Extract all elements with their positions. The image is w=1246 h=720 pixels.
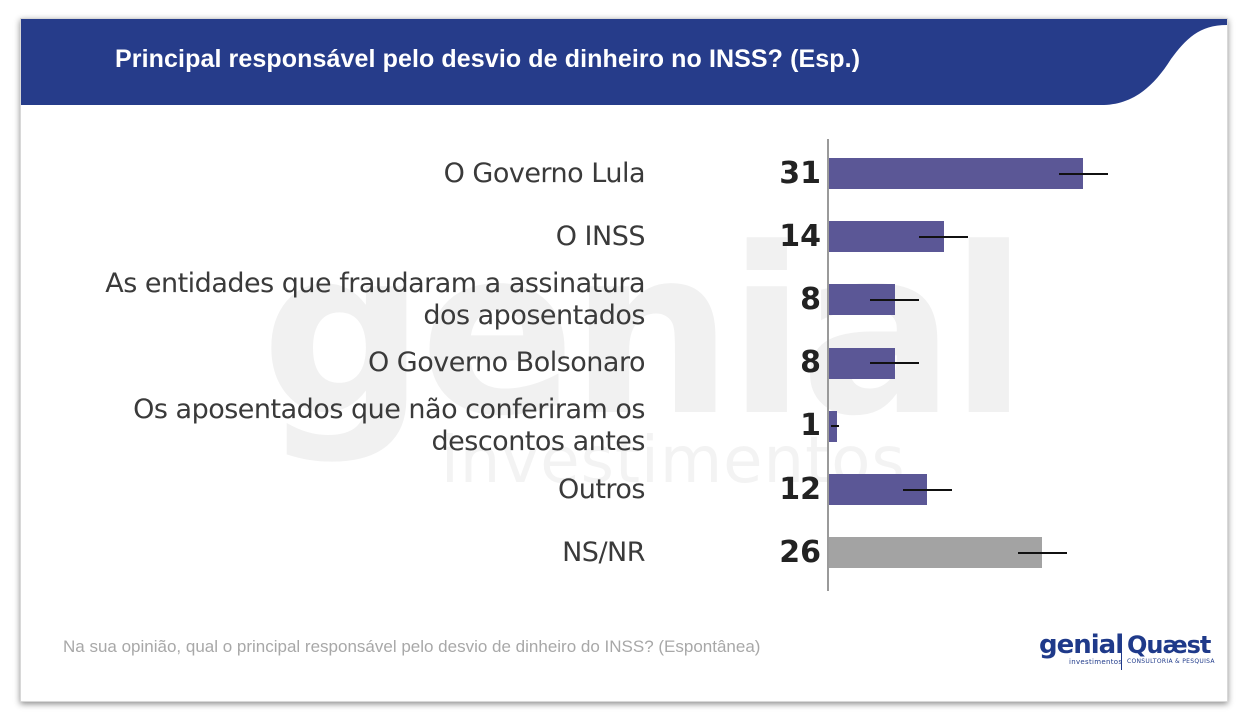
chart-axis — [827, 139, 829, 591]
category-label-line: O Governo Bolsonaro — [367, 347, 646, 379]
category-label-line: As entidades que fraudaram a assinatura — [105, 267, 645, 299]
error-bar — [1017, 551, 1067, 554]
error-bar — [831, 425, 839, 428]
category-label: Outros — [557, 473, 646, 506]
category-label-line: descontos antes — [431, 426, 646, 458]
category-label: O Governo Lula — [443, 157, 646, 190]
genial-logo: genial investimentos — [1039, 630, 1124, 666]
watermark-text: genial — [261, 200, 1028, 467]
category-label-line: NS/NR — [562, 536, 645, 568]
data-label: 14 — [779, 218, 821, 254]
quaest-logo-text: Quæst — [1127, 631, 1211, 659]
data-label: 12 — [779, 471, 821, 507]
page-title: Principal responsável pelo desvio de din… — [115, 45, 861, 73]
data-label: 8 — [800, 345, 821, 381]
category-label-line: Outros — [557, 473, 646, 505]
bar — [829, 158, 1084, 189]
category-label-line: dos aposentados — [423, 299, 645, 331]
category-label-line: O Governo Lula — [443, 157, 646, 189]
error-bar — [919, 235, 969, 238]
question-footnote: Na sua opinião, qual o principal respons… — [63, 637, 761, 656]
error-bar — [1058, 172, 1108, 175]
error-bar — [870, 362, 920, 365]
quaest-logo-subtext: CONSULTORIA & PESQUISA — [1127, 658, 1215, 665]
error-bar — [902, 488, 952, 491]
bar — [829, 537, 1043, 569]
header-shape — [21, 19, 1227, 105]
category-label: NS/NR — [562, 537, 645, 569]
genial-logo-text: genial — [1039, 630, 1124, 660]
category-label: As entidades que fraudaram a assinatura d… — [105, 268, 645, 332]
genial-logo-subtext: investimentos — [1069, 658, 1123, 666]
category-label: Os aposentados que não conferiram os desc… — [133, 394, 645, 458]
data-label: 1 — [800, 408, 821, 444]
data-label: 31 — [779, 155, 821, 191]
category-label-line: O INSS — [555, 220, 646, 252]
category-label: O INSS — [555, 220, 646, 253]
slide: Principal responsável pelo desvio de din… — [20, 18, 1228, 702]
category-label: O Governo Bolsonaro — [367, 347, 646, 379]
quaest-logo: Quæst CONSULTORIA & PESQUISA — [1127, 632, 1215, 665]
error-bar — [870, 298, 920, 301]
data-label: 26 — [779, 534, 821, 570]
category-label-line: Os aposentados que não conferiram os — [133, 394, 645, 426]
data-label: 8 — [800, 281, 821, 317]
logo-divider — [1121, 636, 1122, 670]
header-banner — [21, 19, 1227, 105]
